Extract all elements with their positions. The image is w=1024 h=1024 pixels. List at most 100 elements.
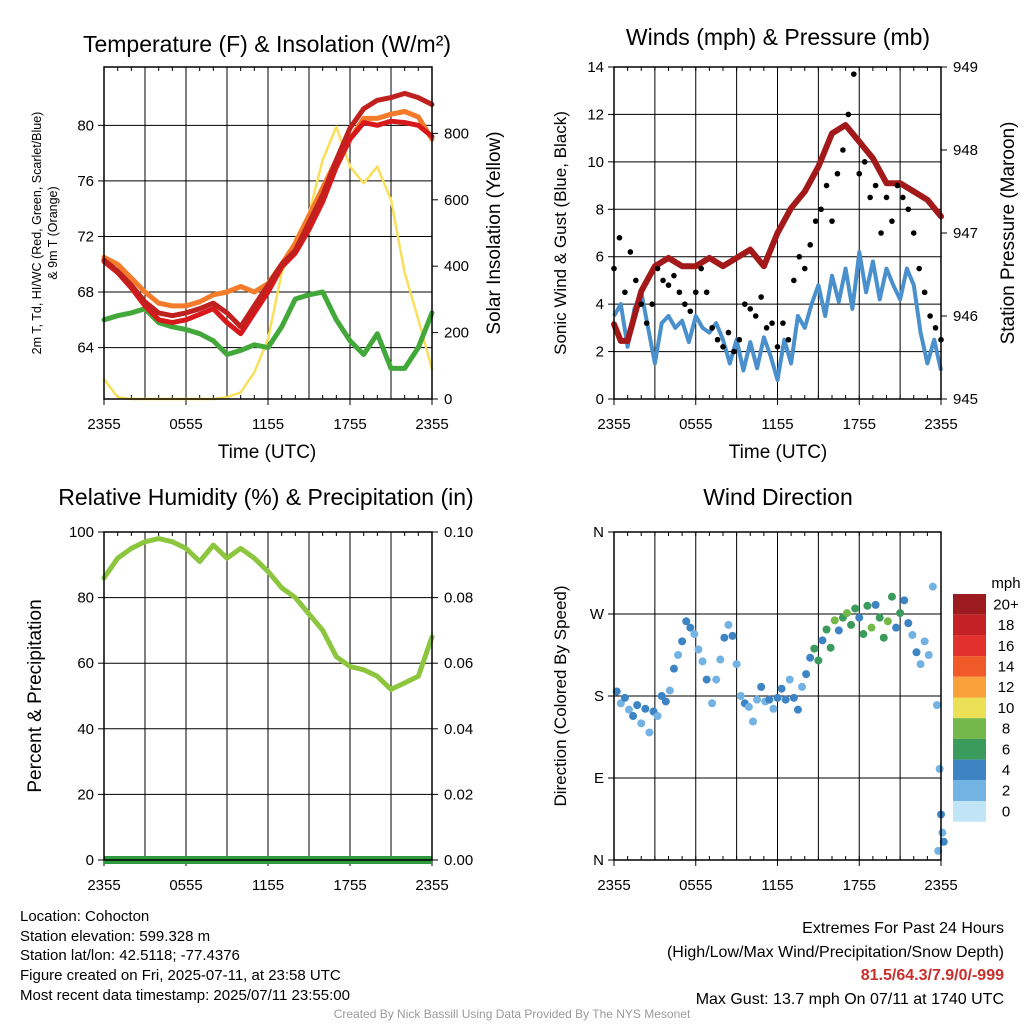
direction-point	[781, 695, 790, 704]
direction-title: Wind Direction	[703, 484, 853, 510]
direction-y-axis-label-left: Direction (Colored By Speed)	[551, 585, 570, 806]
direction-point	[686, 623, 695, 632]
gust-point	[774, 344, 781, 350]
y-tick-label-left: 80	[77, 590, 94, 607]
y-tick-label-right: 949	[953, 59, 978, 76]
gust-point	[834, 170, 841, 177]
extremes-heading: Extremes For Past 24 Hours	[802, 920, 1004, 937]
direction-point	[855, 613, 864, 622]
direction-point	[702, 675, 711, 684]
direction-point	[900, 596, 909, 605]
dewpoint-series-line	[101, 289, 435, 371]
direction-point	[757, 682, 766, 691]
y-tick-label-left: 0	[86, 852, 94, 869]
x-tick-label: 2355	[597, 877, 630, 894]
gust-point	[643, 320, 650, 326]
y-tick-label-left: 40	[77, 721, 94, 738]
heat_index-series-line	[101, 118, 435, 337]
direction-point	[744, 702, 753, 711]
x-tick-label: 0555	[679, 877, 712, 894]
gust-point	[769, 320, 775, 326]
legend-label: 4	[1002, 762, 1010, 779]
direction-point	[867, 623, 876, 632]
direction-point	[748, 717, 757, 726]
gust-point	[905, 206, 912, 213]
direction-point	[657, 692, 666, 700]
direction-point	[674, 651, 683, 659]
direction-point	[645, 728, 654, 737]
y-tick-label-right: 0.04	[444, 721, 473, 738]
gust-point	[889, 218, 895, 224]
winds-y-axis-label-left: Sonic Wind & Gust (Blue, Black)	[551, 111, 570, 355]
x-tick-label: 2355	[924, 877, 957, 894]
x-tick-label: 2355	[597, 416, 630, 433]
gust-point	[801, 265, 808, 272]
gust-point	[840, 147, 846, 153]
direction-point	[690, 630, 699, 639]
gust-point	[861, 159, 868, 165]
direction-point	[924, 651, 933, 659]
gust-point	[791, 277, 797, 284]
gust-point	[780, 320, 786, 326]
x-tick-label: 1755	[333, 877, 366, 894]
y-tick-label-right: 945	[953, 391, 978, 408]
x-tick-label: 0555	[169, 877, 202, 894]
gust-point	[807, 242, 813, 248]
legend-swatch	[953, 594, 986, 615]
direction-point	[629, 712, 638, 721]
legend-label: 18	[998, 617, 1015, 634]
y-tick-label-left: 20	[77, 786, 94, 803]
direction-point	[847, 620, 856, 629]
legend-title: mph	[991, 575, 1020, 592]
legend-swatch	[953, 676, 986, 698]
extremes-info: Extremes For Past 24 Hours (High/Low/Max…	[667, 917, 1004, 1011]
x-tick-label: 1155	[252, 416, 284, 433]
direction-point	[753, 695, 762, 704]
y-tick-label-left: 6	[596, 249, 604, 266]
temperature-series-line	[101, 90, 435, 330]
created-text: Figure created on Fri, 2025-07-11, at 23…	[20, 967, 341, 985]
legend-swatch	[953, 718, 986, 739]
y-tick-label-right: 600	[444, 192, 469, 209]
direction-point	[806, 653, 815, 662]
legend-swatch	[953, 614, 986, 636]
direction-point	[732, 660, 741, 669]
x-tick-label: 0555	[169, 416, 202, 433]
gust-point	[845, 111, 852, 118]
gust-point	[633, 277, 639, 284]
extremes-subheading: (High/Low/Max Wind/Precipitation/Snow De…	[666, 943, 1004, 961]
y-tick-label-left: N	[593, 524, 604, 541]
legend-label: 8	[1002, 721, 1010, 738]
x-tick-label: 2355	[415, 877, 448, 894]
direction-point	[720, 633, 729, 642]
gust-point	[725, 329, 732, 336]
direction-point	[708, 699, 717, 708]
direction-point	[834, 626, 843, 635]
temperature-y-axis-label-left: 2m T, Td, HI/WC (Red, Green, Scarlet/Blu…	[30, 112, 44, 355]
temperature-y-axis-label-right: Solar Insolation (Yellow)	[484, 131, 505, 334]
direction-point	[669, 664, 678, 673]
y-tick-label-left: S	[594, 688, 604, 705]
y-tick-label-left: N	[593, 852, 604, 869]
gust-point	[627, 249, 634, 255]
x-tick-label: 1155	[252, 877, 284, 894]
gust-point	[660, 277, 666, 284]
direction-point	[896, 609, 905, 618]
gust-point	[894, 182, 901, 189]
legend-swatch	[953, 801, 986, 822]
y-tick-label-right: 946	[953, 308, 978, 325]
legend-swatch	[953, 635, 986, 657]
gust-point	[654, 265, 661, 272]
direction-point	[798, 682, 807, 691]
gust-point	[742, 301, 748, 307]
direction-point	[830, 616, 839, 625]
humidity-series-line	[101, 536, 435, 692]
winds-panel: 2355 0555 1155 1755 2355 0 2 4 6 8 10 12 14 945 946 947…	[551, 24, 1019, 463]
gust-point	[829, 218, 835, 224]
x-tick-label: 0555	[679, 416, 712, 433]
gust-point	[867, 194, 873, 201]
gust-point	[622, 289, 628, 296]
y-tick-label-right: 800	[444, 125, 469, 142]
y-tick-label-left: 4	[596, 296, 604, 313]
